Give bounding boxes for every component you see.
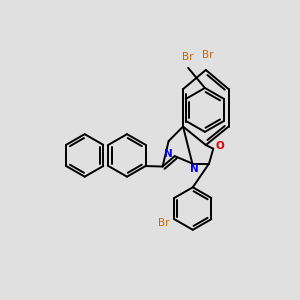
Text: Br: Br xyxy=(158,218,169,228)
Text: Br: Br xyxy=(182,52,194,62)
Text: Br: Br xyxy=(202,50,214,60)
Text: O: O xyxy=(216,141,225,152)
Text: N: N xyxy=(190,164,199,174)
Text: N: N xyxy=(164,149,172,159)
